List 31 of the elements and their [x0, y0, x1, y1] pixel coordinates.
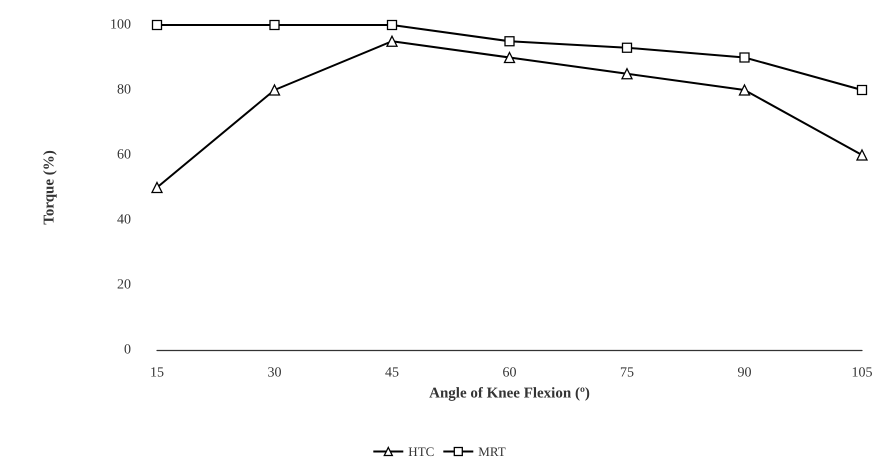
point — [386, 36, 398, 47]
point — [738, 84, 750, 96]
point — [856, 149, 868, 161]
x-axis-title: Angle of Knee Flexion (º) — [429, 386, 590, 402]
point — [269, 20, 280, 30]
y-tick-label: 100 — [110, 18, 131, 32]
point — [152, 20, 162, 30]
x-tick-label: 90 — [738, 366, 752, 380]
y-axis-title: Torque (%) — [42, 150, 58, 225]
point — [856, 84, 868, 96]
legend-label: MRT — [478, 444, 506, 459]
point — [739, 52, 750, 63]
x-tick-label: 75 — [620, 366, 634, 380]
point — [504, 36, 515, 46]
point — [504, 52, 516, 64]
point — [386, 20, 398, 30]
x-tick-label: 30 — [268, 366, 282, 380]
y-tick-label: 0 — [124, 342, 131, 358]
y-tick-label: 80 — [117, 82, 131, 98]
y-tick-label: 40 — [117, 212, 131, 228]
point — [151, 182, 163, 194]
point — [622, 42, 632, 53]
legend-label: HTC — [408, 444, 434, 459]
y-tick-label: 60 — [117, 148, 131, 162]
point — [268, 84, 280, 96]
x-tick-label: 45 — [385, 366, 399, 380]
y-tick-label: 20 — [117, 278, 131, 292]
x-tick-label: 15 — [150, 366, 164, 380]
x-tick-label: 105 — [852, 366, 872, 380]
point — [621, 68, 633, 80]
x-tick-label: 60 — [502, 366, 516, 380]
